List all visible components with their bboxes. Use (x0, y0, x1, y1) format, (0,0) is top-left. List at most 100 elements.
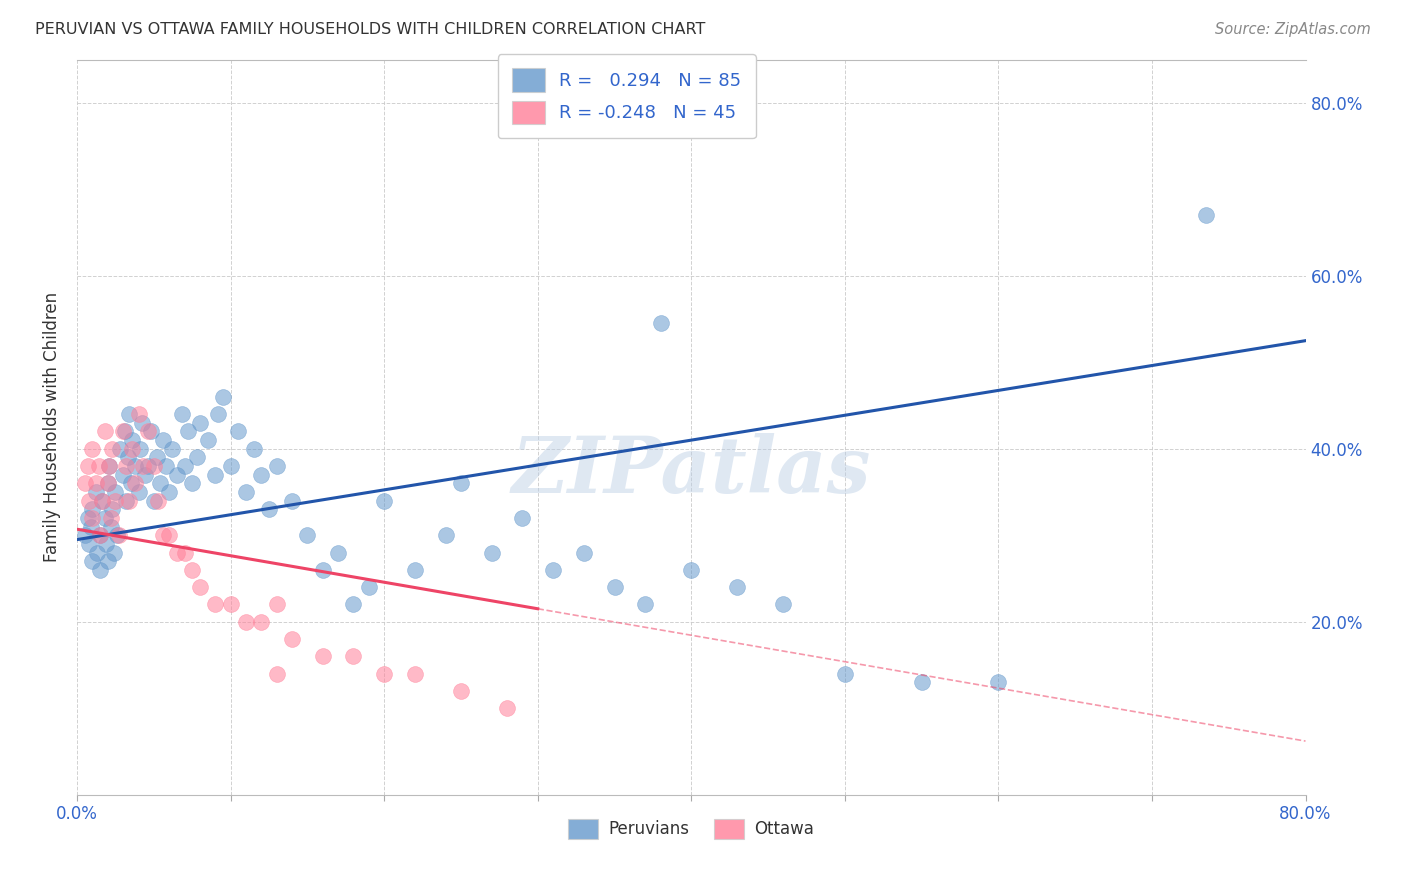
Point (76, 511, 98, 525)
Point (101, 502, 124, 516)
Point (357, 580, 380, 594)
Text: Source: ZipAtlas.com: Source: ZipAtlas.com (1215, 22, 1371, 37)
Point (342, 649, 364, 664)
Point (82, 554, 104, 568)
Point (157, 528, 180, 542)
Point (266, 666, 288, 681)
Point (100, 511, 122, 525)
Y-axis label: Family Households with Children: Family Households with Children (44, 292, 60, 562)
Point (312, 649, 335, 664)
Point (155, 459, 177, 474)
Point (266, 459, 288, 474)
Point (373, 666, 395, 681)
Point (73, 528, 96, 542)
Point (105, 528, 128, 542)
Point (118, 493, 141, 508)
Point (117, 450, 139, 465)
Point (228, 425, 250, 439)
Point (404, 563, 426, 577)
Point (312, 563, 335, 577)
Legend: Peruvians, Ottawa: Peruvians, Ottawa (562, 813, 821, 846)
Point (101, 442, 124, 456)
Point (512, 511, 534, 525)
Point (541, 563, 564, 577)
Point (496, 701, 519, 715)
Point (118, 407, 141, 421)
Text: PERUVIAN VS OTTAWA FAMILY HOUSEHOLDS WITH CHILDREN CORRELATION CHART: PERUVIAN VS OTTAWA FAMILY HOUSEHOLDS WIT… (35, 22, 706, 37)
Point (108, 442, 131, 456)
Point (93, 425, 115, 439)
Point (82, 442, 104, 456)
Point (87, 459, 110, 474)
Point (82, 502, 104, 516)
Point (176, 425, 198, 439)
Point (107, 528, 129, 542)
Point (181, 563, 204, 577)
Point (79, 493, 101, 508)
Point (142, 493, 165, 508)
Point (450, 476, 472, 491)
Point (129, 442, 152, 456)
Point (572, 545, 595, 559)
Point (242, 442, 264, 456)
Point (136, 459, 159, 474)
Point (170, 407, 193, 421)
Point (121, 433, 143, 447)
Point (1195, 208, 1218, 222)
Point (90, 493, 112, 508)
Point (188, 416, 211, 430)
Text: ZIPatlas: ZIPatlas (512, 433, 870, 509)
Point (342, 598, 364, 612)
Point (450, 684, 472, 698)
Point (204, 598, 226, 612)
Point (188, 580, 211, 594)
Point (186, 450, 208, 465)
Point (434, 528, 457, 542)
Point (136, 425, 159, 439)
Point (250, 467, 273, 482)
Point (987, 675, 1010, 690)
Point (152, 433, 174, 447)
Point (128, 485, 150, 500)
Point (834, 666, 856, 681)
Point (124, 459, 146, 474)
Point (114, 425, 136, 439)
Point (121, 442, 143, 456)
Point (82, 511, 104, 525)
Point (100, 519, 122, 533)
Point (124, 476, 146, 491)
Point (132, 459, 155, 474)
Point (97, 476, 120, 491)
Point (98, 459, 121, 474)
Point (89, 563, 111, 577)
Point (219, 459, 242, 474)
Point (134, 467, 156, 482)
Point (115, 493, 138, 508)
Point (103, 545, 125, 559)
Point (96, 537, 118, 551)
Point (166, 467, 188, 482)
Point (173, 545, 195, 559)
Point (104, 485, 127, 500)
Point (681, 563, 703, 577)
Point (603, 580, 626, 594)
Point (79, 537, 101, 551)
Point (120, 476, 142, 491)
Point (404, 666, 426, 681)
Point (204, 467, 226, 482)
Point (173, 459, 195, 474)
Point (257, 502, 280, 516)
Point (297, 528, 319, 542)
Point (373, 493, 395, 508)
Point (772, 598, 794, 612)
Point (207, 407, 229, 421)
Point (139, 425, 162, 439)
Point (281, 493, 304, 508)
Point (89, 528, 111, 542)
Point (197, 433, 219, 447)
Point (98, 459, 121, 474)
Point (146, 450, 169, 465)
Point (84, 485, 107, 500)
Point (266, 598, 288, 612)
Point (152, 528, 174, 542)
